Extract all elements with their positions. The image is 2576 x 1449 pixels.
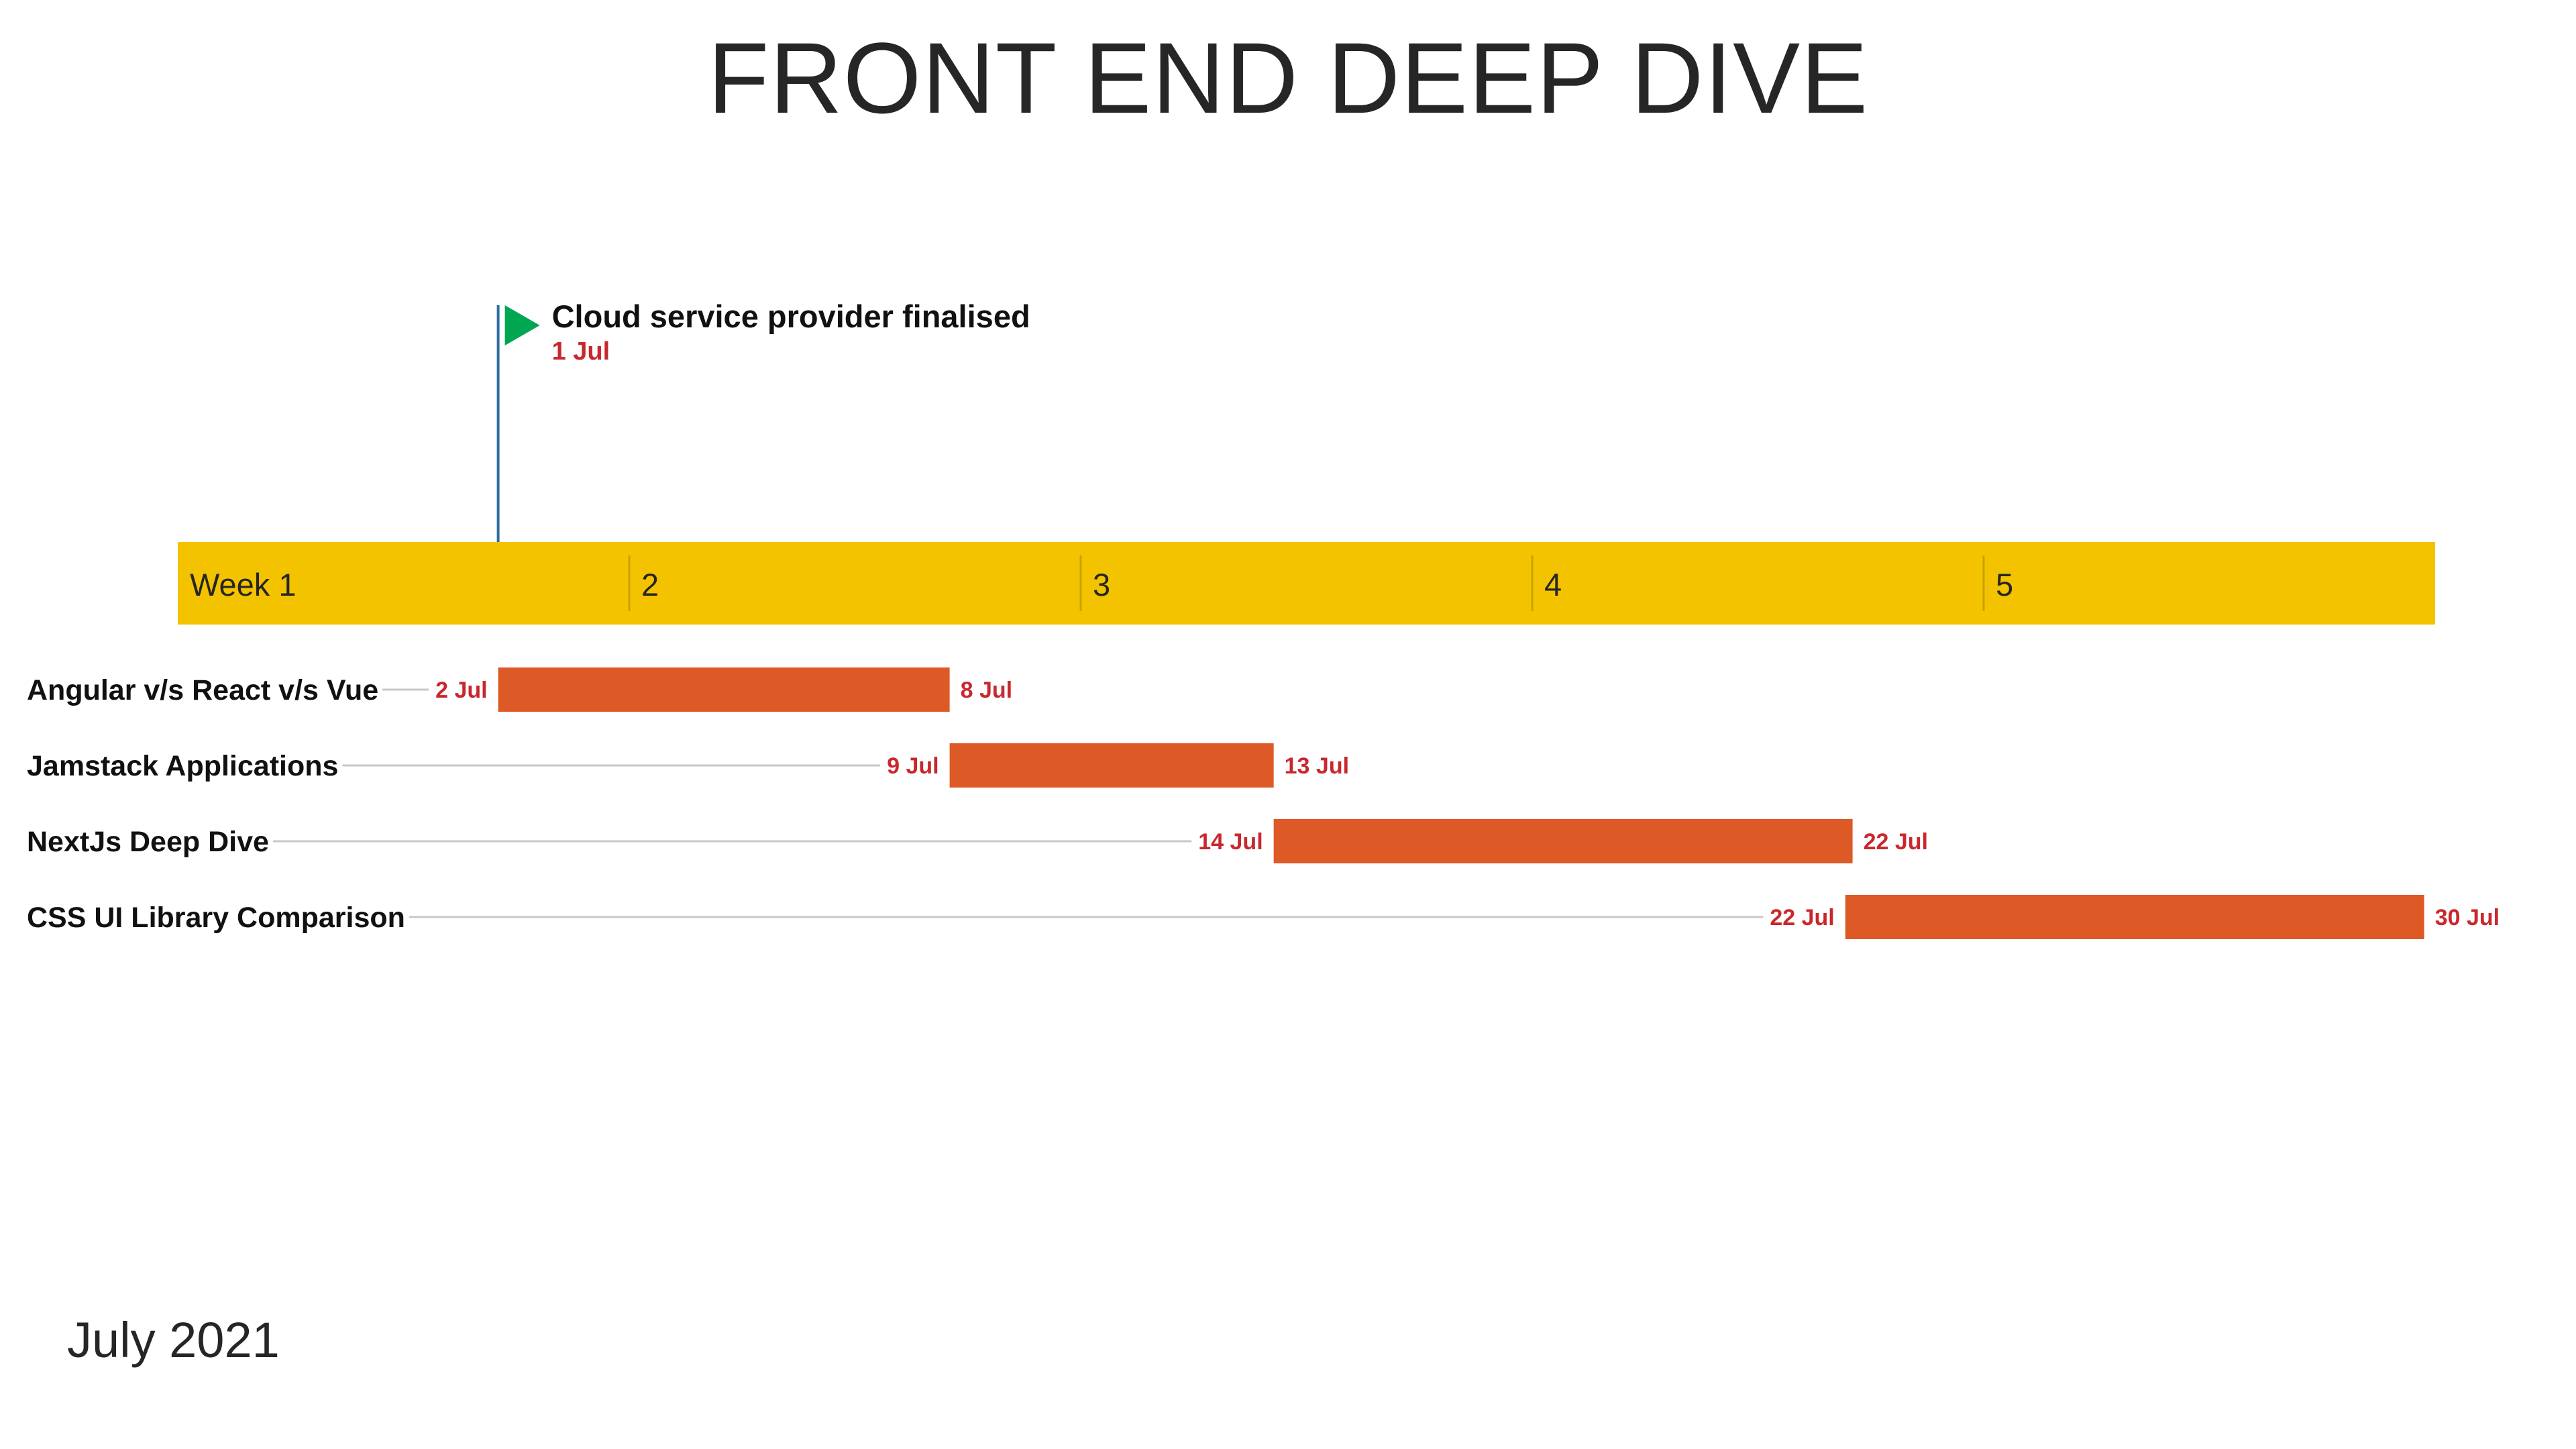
task-end-date: 8 Jul [961, 678, 1012, 703]
milestone-title: Cloud service provider finalised [552, 299, 1030, 334]
task-bar [498, 667, 950, 712]
week-label: 4 [1544, 567, 1562, 602]
task-start-date: 22 Jul [1770, 905, 1834, 930]
week-label: 2 [641, 567, 659, 602]
task-bar [1273, 819, 1853, 863]
task-start-date: 9 Jul [887, 753, 938, 779]
week-label: 5 [1996, 567, 2013, 602]
task-label: CSS UI Library Comparison [27, 902, 405, 934]
month-label: July 2021 [67, 1312, 280, 1368]
milestone-date: 1 Jul [552, 337, 610, 366]
task-bar [949, 743, 1274, 788]
task-start-date: 2 Jul [435, 678, 487, 703]
task-end-date: 13 Jul [1285, 753, 1349, 779]
week-label: 3 [1093, 567, 1110, 602]
task-label: Angular v/s React v/s Vue [27, 674, 378, 706]
task-label: NextJs Deep Dive [27, 826, 269, 858]
week-label: Week 1 [190, 567, 297, 602]
week-band [178, 542, 2435, 625]
task-bar [1845, 895, 2424, 939]
page-title: FRONT END DEEP DIVE [707, 21, 1869, 134]
task-start-date: 14 Jul [1198, 829, 1263, 855]
flag-icon [504, 305, 540, 345]
task-label: Jamstack Applications [27, 750, 338, 782]
task-end-date: 22 Jul [1864, 829, 1928, 855]
task-end-date: 30 Jul [2435, 905, 2500, 930]
